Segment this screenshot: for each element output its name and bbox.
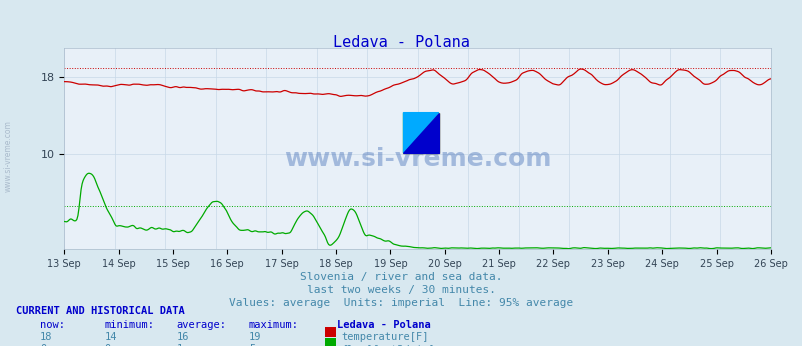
Text: www.si-vreme.com: www.si-vreme.com bbox=[4, 120, 13, 192]
Text: maximum:: maximum: bbox=[249, 320, 298, 330]
Text: 14: 14 bbox=[104, 332, 117, 342]
Text: now:: now: bbox=[40, 320, 65, 330]
Text: Ledava - Polana: Ledava - Polana bbox=[337, 320, 431, 330]
Text: Values: average  Units: imperial  Line: 95% average: Values: average Units: imperial Line: 95… bbox=[229, 298, 573, 308]
Text: 18: 18 bbox=[40, 332, 53, 342]
Text: last two weeks / 30 minutes.: last two weeks / 30 minutes. bbox=[306, 285, 496, 295]
Text: Ledava - Polana: Ledava - Polana bbox=[333, 35, 469, 49]
Text: flow[foot3/min]: flow[foot3/min] bbox=[341, 344, 435, 346]
Text: 19: 19 bbox=[249, 332, 261, 342]
Polygon shape bbox=[403, 113, 438, 153]
Text: average:: average: bbox=[176, 320, 226, 330]
Text: temperature[F]: temperature[F] bbox=[341, 332, 428, 342]
Text: 0: 0 bbox=[104, 344, 111, 346]
Polygon shape bbox=[403, 113, 438, 153]
Text: 0: 0 bbox=[40, 344, 47, 346]
Text: www.si-vreme.com: www.si-vreme.com bbox=[283, 147, 551, 171]
Text: minimum:: minimum: bbox=[104, 320, 154, 330]
Polygon shape bbox=[403, 113, 438, 153]
Text: Slovenia / river and sea data.: Slovenia / river and sea data. bbox=[300, 272, 502, 282]
Text: 16: 16 bbox=[176, 332, 189, 342]
Text: 5: 5 bbox=[249, 344, 255, 346]
Text: CURRENT AND HISTORICAL DATA: CURRENT AND HISTORICAL DATA bbox=[16, 306, 184, 316]
Text: 1: 1 bbox=[176, 344, 183, 346]
